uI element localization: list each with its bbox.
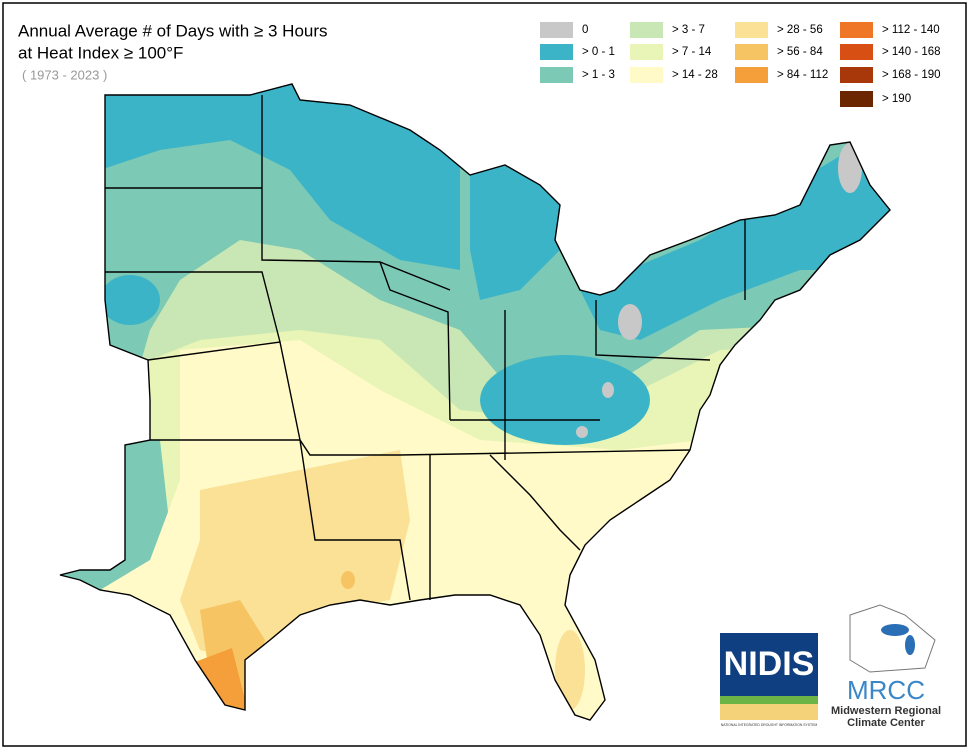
logo-full-name: Climate Center (847, 717, 925, 729)
legend-label: > 1 - 3 (582, 69, 615, 81)
logo-map (849, 604, 936, 673)
legend-swatch (735, 22, 768, 38)
legend-swatch (840, 44, 873, 60)
legend-swatch (840, 22, 873, 38)
legend-swatch (540, 22, 573, 38)
legend-swatch (630, 67, 663, 83)
logo-name: MRCC (847, 675, 925, 705)
mrcc-logo: MRCC Midwestern Regional Climate Center (831, 604, 941, 729)
nidis-logo: NIDIS NATIONAL INTEGRATED DROUGHT INFORM… (720, 633, 818, 727)
legend-label: > 28 - 56 (777, 24, 823, 36)
legend-swatch (840, 67, 873, 83)
legend-label: > 7 - 14 (672, 46, 712, 58)
legend-swatch (735, 44, 768, 60)
legend-swatch (840, 91, 873, 107)
legend-label: > 168 - 190 (882, 69, 941, 81)
legend-label: > 3 - 7 (672, 24, 705, 36)
logo-stripe (720, 704, 818, 720)
legend-swatch (630, 22, 663, 38)
period: ( 1973 - 2023 ) (22, 67, 107, 82)
state-borders (59, 83, 891, 721)
zone (470, 160, 560, 300)
zone (100, 84, 460, 270)
logo-stripe (720, 696, 818, 704)
logo-name: NIDIS (724, 645, 815, 683)
legend-label: > 190 (882, 93, 911, 105)
legend-label: > 84 - 112 (777, 69, 828, 81)
zone (100, 275, 160, 325)
legend-label: > 140 - 168 (882, 46, 941, 58)
logo-lake (905, 635, 915, 655)
zone (555, 630, 585, 710)
legend-label: > 14 - 28 (672, 69, 718, 81)
zone (195, 648, 248, 712)
logo-lake (881, 624, 909, 636)
legend-label: 0 (582, 24, 588, 36)
legend-swatch (630, 44, 663, 60)
zone (480, 355, 650, 445)
logo-full-name: Midwestern Regional (831, 705, 941, 717)
zone (580, 120, 890, 340)
logo-tagline: NATIONAL INTEGRATED DROUGHT INFORMATION … (721, 723, 818, 727)
title-line: Annual Average # of Days with ≥ 3 Hours (18, 21, 328, 40)
zone (618, 304, 642, 340)
legend-swatch (540, 44, 573, 60)
legend-label: > 112 - 140 (882, 24, 940, 36)
legend-swatch (735, 67, 768, 83)
zone (602, 382, 614, 398)
legend-label: > 0 - 1 (582, 46, 615, 58)
zone (341, 571, 355, 589)
logo-box (720, 633, 818, 696)
legend: 0 > 0 - 1 > 1 - 3 > 3 - 7 > 7 - 14 > 14 - 28 >… (540, 22, 941, 107)
zone (576, 426, 588, 438)
legend-label: > 56 - 84 (777, 46, 823, 58)
legend-swatch (540, 67, 573, 83)
title-line: at Heat Index ≥ 100°F (18, 43, 183, 62)
